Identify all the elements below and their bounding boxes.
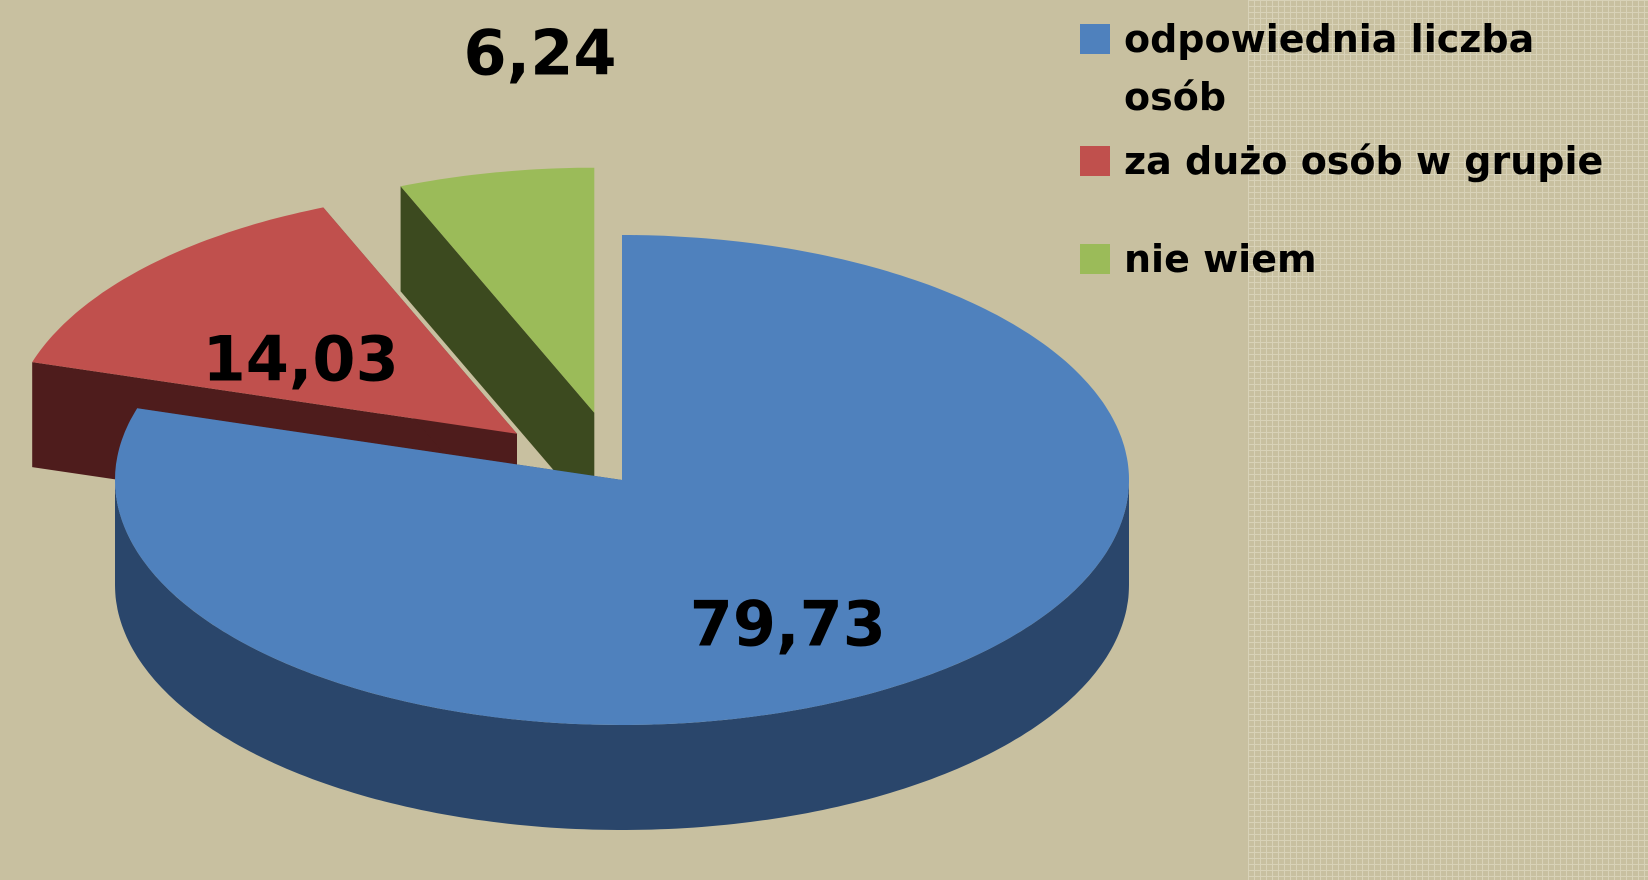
- legend-swatch: [1080, 146, 1110, 176]
- data-label: 6,24: [464, 17, 617, 90]
- legend-label: odpowiednia liczba osób: [1124, 17, 1535, 119]
- legend-label: nie wiem: [1124, 237, 1317, 281]
- slice-side: [400, 186, 595, 518]
- slice: [115, 235, 1129, 725]
- background-pattern: [1248, 0, 1648, 880]
- slice-rim: [115, 480, 1129, 830]
- legend: odpowiednia liczba osób za dużo osób w gr…: [1080, 10, 1640, 294]
- legend-swatch: [1080, 244, 1110, 274]
- slice: [400, 167, 595, 413]
- legend-swatch: [1080, 24, 1110, 54]
- legend-item: za dużo osób w grupie: [1080, 132, 1640, 190]
- slice: [32, 207, 517, 434]
- pie: 14,03 6,24 79,73: [32, 17, 1129, 830]
- legend-label: za dużo osób w grupie: [1124, 139, 1604, 183]
- data-label: 14,03: [203, 322, 399, 395]
- data-label: 79,73: [690, 587, 886, 660]
- legend-item: odpowiednia liczba osób: [1080, 10, 1640, 126]
- legend-item: nie wiem: [1080, 230, 1640, 288]
